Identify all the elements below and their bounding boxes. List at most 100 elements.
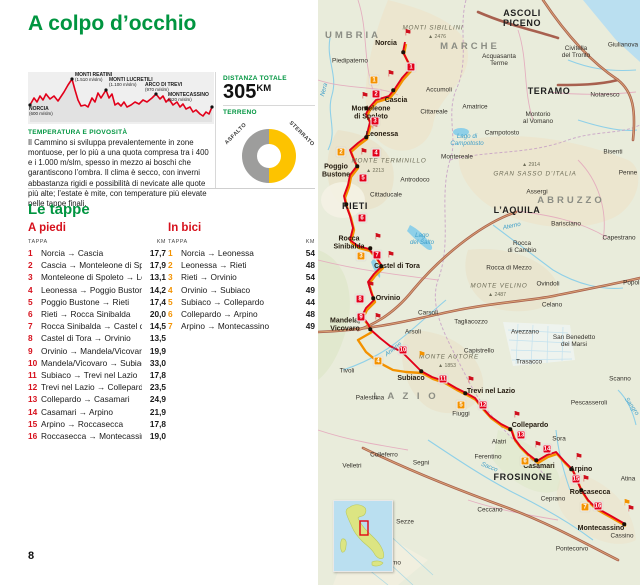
page-title: A colpo d’occhio [28, 12, 197, 35]
stage-row: 5 Subiaco → Collepardo 44 [168, 296, 315, 308]
map-label-town: Ferentino [474, 453, 502, 461]
map-label-peak: ▲ 2914 [521, 162, 541, 169]
map-label-townB: Orvinio [375, 295, 401, 303]
map-label-town: Assergi [526, 188, 548, 196]
stage-row: 2 Leonessa → Rieti 48 [168, 259, 315, 271]
stage-number: 15 [28, 418, 38, 429]
walking-heading: A piedi [28, 222, 66, 234]
col-header-km: KM [156, 239, 166, 245]
map-label-mtn: MONTE TERMINILLO [351, 157, 427, 165]
map-label-town: Antrodoco [400, 176, 430, 184]
map-label-townB: Norcia [375, 40, 397, 48]
map-label-townB: Mandela, Vicovaro [330, 317, 360, 332]
stage-flag-icon: ⚑ [574, 451, 583, 462]
map-label-town: Bisenti [603, 148, 623, 156]
map-label-town: Palestrina [355, 394, 385, 402]
stage-row: 3 Rieti → Orvinio 54 [168, 271, 315, 283]
stage-route: Subiaco → Collepardo [181, 296, 265, 307]
stage-row: 15 Arpino → Roccasecca 17,8 [28, 418, 166, 430]
route-town-dot [371, 296, 375, 300]
map-label-town: Cittaducale [370, 191, 402, 199]
stage-number: 4 [28, 284, 33, 295]
walking-stage-marker: 5 [358, 173, 368, 183]
distance-value: 305 [223, 81, 257, 103]
stage-route: Mandela/Vicovaro → Subiaco [41, 357, 142, 368]
walking-stage-marker: 12 [478, 400, 488, 410]
elevation-profile-svg [28, 72, 214, 124]
cycling-stages-table: In bici TAPPA KM 1 Norcia → Leonessa 54 2 Le… [168, 222, 315, 332]
map-label-peak: ▲ 2476 [427, 34, 447, 41]
stage-number: 2 [28, 260, 33, 271]
stage-row: 7 Rocca Sinibalda → Castel di Tora 14,5 [28, 320, 166, 332]
stage-row: 5 Poggio Bustone → Rieti 17,4 [28, 296, 166, 308]
italy-map-icon [340, 504, 385, 567]
map-label-townB: Collepardo [511, 422, 549, 430]
route-town-dot [401, 50, 405, 54]
map-label-townB: Subiaco [397, 375, 425, 383]
cycling-stage-marker: 5 [456, 400, 466, 410]
map-label-city: ASCOLI PICENO [502, 8, 542, 28]
stage-km: 17,9 [149, 260, 166, 271]
route-town-dot [569, 467, 573, 471]
stage-route: Monteleone di Spoleto → Leonessa [41, 272, 142, 283]
map-label-peak: ▲ 2213 [365, 168, 385, 175]
map-label-region: MARCHE [440, 40, 500, 52]
map-label-town: Popoli [623, 279, 640, 287]
stage-route: Leonessa → Rieti [181, 260, 247, 271]
stage-route: Arpino → Roccasecca [41, 418, 124, 429]
map-label-water: Lago di Campotosto [450, 133, 484, 147]
stage-route: Cascia → Monteleone di Spoleto [41, 260, 142, 271]
profile-peak-label: MONTECASSINO (520 m/slm) [168, 92, 209, 103]
stage-km: 14,5 [149, 321, 166, 332]
stage-row: 10 Mandela/Vicovaro → Subiaco 33,0 [28, 357, 166, 369]
route-town-dot [391, 88, 395, 92]
stage-row: 8 Castel di Tora → Orvinio 13,5 [28, 332, 166, 344]
italy-locator-inset [333, 500, 393, 572]
stage-km: 33,0 [149, 357, 166, 368]
map-label-town: Colleferro [370, 451, 398, 459]
stage-route: Leonessa → Poggio Bustone [41, 284, 142, 295]
walking-stages-table: A piedi TAPPA KM 1 Norcia → Cascia 17,7 2 Ca… [28, 222, 166, 442]
map-label-town: Ceccano [477, 506, 503, 514]
stage-number: 12 [28, 382, 38, 393]
stage-number: 3 [28, 272, 33, 283]
stage-km: 49 [305, 284, 315, 295]
stage-km: 17,7 [149, 248, 166, 258]
map-label-town: Avezzano [511, 328, 539, 336]
stage-km: 54 [305, 248, 315, 258]
stage-number: 14 [28, 406, 38, 417]
stage-route: Castel di Tora → Orvinio [41, 333, 131, 344]
stage-route: Rocca Sinibalda → Castel di Tora [41, 321, 142, 332]
terrain-donut [242, 129, 296, 183]
map-label-mtn: MONTE AUTORE [419, 353, 479, 361]
map-label-townB: Rocca Sinibalda [333, 235, 365, 250]
map-label-town: Capistrello [463, 347, 495, 355]
stage-number: 11 [28, 370, 37, 381]
walking-stage-marker: 7 [372, 250, 382, 260]
terrain-label: TERRENO [223, 109, 257, 116]
cycling-stage-marker: 6 [520, 456, 530, 466]
stage-km: 17,8 [149, 370, 166, 381]
cycling-heading: In bici [168, 222, 202, 234]
map-label-town: Segni [412, 459, 430, 467]
map-label-water: Lago del Salto [409, 232, 435, 246]
map-label-town: Penne [618, 169, 638, 177]
map-label-town: Celano [541, 301, 563, 309]
map-label-town: Notaresco [590, 91, 620, 99]
stage-number: 5 [168, 296, 173, 307]
walking-stage-marker: 6 [357, 213, 367, 223]
map-label-town: Scanno [609, 375, 631, 383]
map-label-town: Pontecorvo [555, 545, 589, 553]
map-label-town: Velletri [342, 462, 362, 470]
walking-stage-marker: 3 [370, 116, 380, 126]
walking-stage-marker: 9 [356, 312, 366, 322]
overview-panel: NORCIA (600 m/slm) MONTI REATINI (1.510 m/s… [28, 72, 315, 208]
map-label-town: Sezze [396, 518, 414, 526]
map-label-town: Barisciano [551, 220, 581, 228]
stage-route: Collepardo → Arpino [181, 309, 258, 320]
stage-route: Norcia → Cascia [41, 248, 104, 258]
stage-row: 1 Norcia → Leonessa 54 [168, 247, 315, 259]
stage-row: 6 Rieti → Rocca Sinibalda 20,0 [28, 308, 166, 320]
map-label-town: Montorio al Vomano [522, 110, 554, 125]
